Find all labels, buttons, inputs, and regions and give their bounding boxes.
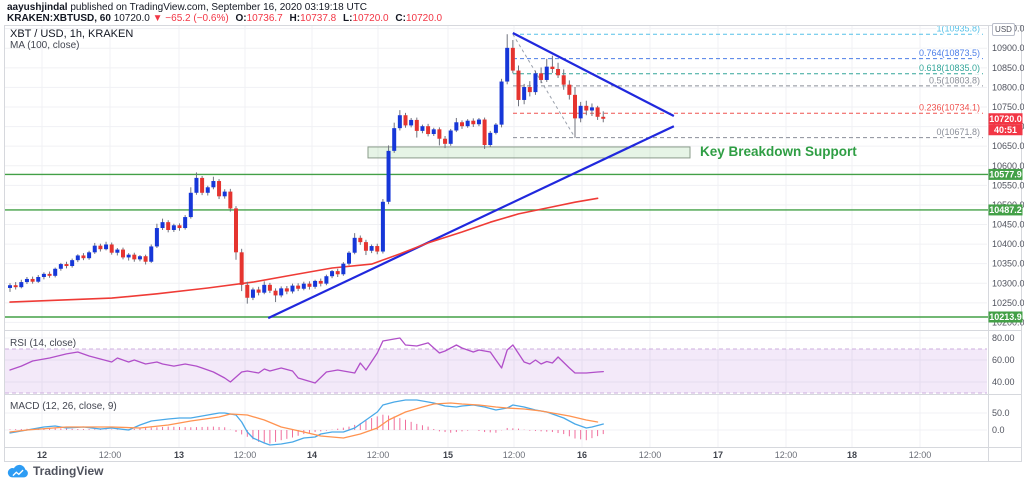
svg-text:60.00: 60.00 [992,355,1015,365]
rsi-band [5,348,987,394]
chart-legend-ma[interactable]: MA (100, close) [10,40,80,51]
ma100-line [9,197,599,303]
cloud-icon [7,464,28,478]
svg-text:10800.0: 10800.0 [992,82,1024,92]
svg-text:80.00: 80.00 [992,333,1015,343]
chart-frame [4,25,1022,462]
svg-text:10650.0: 10650.0 [992,141,1024,151]
logo-text: TradingView [33,464,104,478]
svg-text:12:00: 12:00 [503,450,526,460]
fib-retracement[interactable]: 1(10935.8)0.764(10873.5)0.618(10835.0)0.… [512,22,983,138]
publish-info: aayushjindal published on TradingView.co… [7,2,367,13]
low-label: L: [343,13,353,24]
svg-text:10900.0: 10900.0 [992,43,1024,53]
support-zone-box[interactable] [367,146,691,159]
symbol-info-bar: KRAKEN:XBTUSD, 60 10720.0 ▼ −65.2 (−0.6%… [7,13,442,24]
svg-text:12:00: 12:00 [367,450,390,460]
svg-text:10550.0: 10550.0 [992,180,1024,190]
svg-text:0.764(10873.5): 0.764(10873.5) [919,48,980,58]
svg-text:10350.0: 10350.0 [992,259,1024,269]
close-value: 10720.0 [405,13,443,24]
gridlines [5,26,987,448]
svg-text:17: 17 [713,450,723,460]
svg-text:10300.0: 10300.0 [992,278,1024,288]
svg-text:10577.9: 10577.9 [989,169,1022,179]
svg-text:12:00: 12:00 [234,450,257,460]
svg-text:10750.0: 10750.0 [992,102,1024,112]
level-price-badge: 10487.2 [988,204,1023,216]
author-name: aayushjindal [7,2,68,13]
svg-text:10850.0: 10850.0 [992,63,1024,73]
svg-text:0.0: 0.0 [992,425,1005,435]
svg-text:10400.0: 10400.0 [992,239,1024,249]
svg-text:10213.9: 10213.9 [989,312,1022,322]
close-label: C: [395,13,406,24]
svg-text:40:51: 40:51 [994,125,1017,135]
rsi-line [9,337,604,384]
svg-text:13: 13 [174,450,184,460]
svg-text:12:00: 12:00 [909,450,932,460]
open-value: 10736.7 [246,13,283,24]
macd-plot [9,399,604,446]
svg-text:18: 18 [847,450,857,460]
svg-text:14: 14 [307,450,317,460]
candlestick-series [8,34,606,304]
svg-text:0.618(10835.0): 0.618(10835.0) [919,63,980,73]
macd-indicator-label[interactable]: MACD (12, 26, close, 9) [10,401,117,412]
publish-suffix: published on TradingView.com, September … [67,2,368,13]
high-label: H: [289,13,301,24]
currency-toggle-button[interactable]: USD [992,23,1015,36]
open-label: O: [235,13,247,24]
svg-text:10487.2: 10487.2 [989,205,1022,215]
rsi-indicator-label[interactable]: RSI (14, close) [10,338,77,349]
svg-text:16: 16 [577,450,587,460]
current-price-badge: 10720.0 [988,113,1023,125]
svg-text:40.00: 40.00 [992,377,1015,387]
symbol-name: KRAKEN:XBTUSD, 60 [7,13,111,24]
horizontal-support-lines[interactable] [5,173,988,318]
svg-text:0(10671.8): 0(10671.8) [936,127,980,137]
svg-text:10600.0: 10600.0 [992,161,1024,171]
svg-text:10450.0: 10450.0 [992,220,1024,230]
chart-legend-symbol[interactable]: XBT / USD, 1h, KRAKEN [10,28,134,40]
high-value: 10737.8 [300,13,337,24]
time-axis-labels[interactable]: 12 12:00 13 12:00 14 12:00 15 12:00 16 12:00 17 12:… [37,450,931,460]
level-price-badge: 10577.9 [988,168,1023,180]
level-price-badge: 10213.9 [988,311,1023,323]
svg-text:12:00: 12:00 [639,450,662,460]
svg-text:15: 15 [443,450,453,460]
svg-text:50.0: 50.0 [992,408,1010,418]
price-axis-labels[interactable]: 10950.010900.010850.010800.010750.010700… [992,24,1024,435]
trendlines[interactable] [267,31,675,320]
low-value: 10720.0 [352,13,389,24]
svg-text:12:00: 12:00 [775,450,798,460]
last-price: 10720.0 [113,13,150,24]
key-breakdown-support-label: Key Breakdown Support [700,144,857,159]
price-change: ▼ −65.2 (−0.6%) [152,13,229,24]
svg-text:12: 12 [37,450,47,460]
bar-countdown-badge: 40:51 [988,124,1023,136]
svg-text:12:00: 12:00 [99,450,122,460]
tradingview-logo[interactable]: TradingView [7,464,103,478]
svg-text:0.5(10803.8): 0.5(10803.8) [929,75,980,85]
svg-text:10720.0: 10720.0 [989,114,1022,124]
svg-text:0.236(10734.1): 0.236(10734.1) [919,103,980,113]
svg-text:10250.0: 10250.0 [992,298,1024,308]
